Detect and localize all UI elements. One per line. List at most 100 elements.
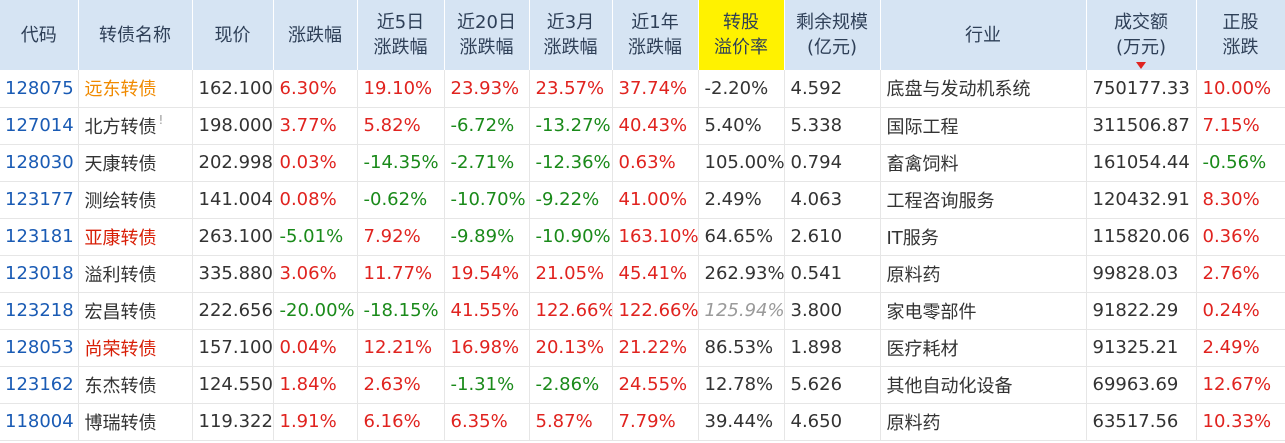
cell-chg20d: 41.55% — [444, 292, 530, 330]
cell-chg20d: -6.72% — [444, 107, 530, 145]
cell-code[interactable]: 128030 — [0, 144, 79, 182]
cell-price: 162.100 — [192, 70, 274, 108]
cell-code[interactable]: 123177 — [0, 181, 79, 219]
cell-code[interactable]: 123181 — [0, 218, 79, 256]
cell-chg1y: 163.10% — [612, 218, 699, 256]
column-header-chg20d[interactable]: 近20日 涨跌幅 — [444, 0, 530, 70]
cell-chg: 6.30% — [273, 70, 358, 108]
cell-name[interactable]: 测绘转债 — [78, 181, 193, 219]
cell-chg3m: 5.87% — [529, 403, 613, 441]
cell-name[interactable]: 亚康转债 — [78, 218, 193, 256]
table-row[interactable]: 118004 博瑞转债 119.322 1.91% 6.16% 6.35% 5.87% 7.7… — [0, 403, 1285, 441]
column-header-code[interactable]: 代码 — [0, 0, 79, 70]
cell-code[interactable]: 123162 — [0, 366, 79, 404]
table-row[interactable]: 128075 远东转债 162.100 6.30% 19.10% 23.93% 23.57%… — [0, 70, 1285, 108]
column-header-label: 转债名称 — [99, 24, 171, 46]
cell-remain: 3.800 — [784, 292, 881, 330]
cell-volume: 161054.44 — [1086, 144, 1197, 182]
cell-industry: 家电零部件 — [880, 292, 1087, 330]
column-header-label: 正股 — [1222, 12, 1259, 33]
cell-name[interactable]: 尚荣转债 — [78, 329, 193, 367]
cell-remain: 1.898 — [784, 329, 881, 367]
column-header-chg3m[interactable]: 近3月 涨跌幅 — [529, 0, 613, 70]
cell-name[interactable]: 东杰转债 — [78, 366, 193, 404]
column-header-price[interactable]: 现价 — [192, 0, 274, 70]
column-header-label: 成交额 — [1114, 12, 1168, 33]
cell-volume: 69963.69 — [1086, 366, 1197, 404]
cell-price: 335.880 — [192, 255, 274, 293]
cell-volume: 311506.87 — [1086, 107, 1197, 145]
cell-chg1y: 45.41% — [612, 255, 699, 293]
cell-industry: 原料药 — [880, 403, 1087, 441]
cell-remain: 4.063 — [784, 181, 881, 219]
table-row[interactable]: 123177 测绘转债 141.004 0.08% -0.62% -10.70% -9.22… — [0, 181, 1285, 219]
cell-chg: -20.00% — [273, 292, 358, 330]
cell-name[interactable]: 天康转债 — [78, 144, 193, 182]
column-header-label: 近1年 — [631, 12, 679, 33]
cell-code[interactable]: 128053 — [0, 329, 79, 367]
column-header-label: 涨跌幅 — [373, 37, 428, 58]
cell-code[interactable]: 123018 — [0, 255, 79, 293]
column-header-name[interactable]: 转债名称 — [78, 0, 193, 70]
cell-chg: 1.91% — [273, 403, 358, 441]
column-header-stock_chg[interactable]: 正股 涨跌 — [1196, 0, 1285, 70]
cell-chg3m: -12.36% — [529, 144, 613, 182]
table-row[interactable]: 127014 北方转债! 198.000 3.77% 5.82% -6.72% -13.27… — [0, 107, 1285, 145]
cell-volume: 750177.33 — [1086, 70, 1197, 108]
cell-industry: 国际工程 — [880, 107, 1087, 145]
column-header-industry[interactable]: 行业 — [880, 0, 1087, 70]
cell-chg1y: 37.74% — [612, 70, 699, 108]
column-header-label: 行业 — [965, 24, 1001, 46]
cell-volume: 99828.03 — [1086, 255, 1197, 293]
cell-chg3m: -2.86% — [529, 366, 613, 404]
cell-code[interactable]: 123218 — [0, 292, 79, 330]
table-row[interactable]: 123181 亚康转债 263.100 -5.01% 7.92% -9.89% -10.90… — [0, 218, 1285, 256]
table-row[interactable]: 123218 宏昌转债 222.656 -20.00% -18.15% 41.55% 122… — [0, 292, 1285, 330]
cell-chg20d: -2.71% — [444, 144, 530, 182]
column-header-remain[interactable]: 剩余规模 (亿元) — [784, 0, 881, 70]
cell-name[interactable]: 宏昌转债 — [78, 292, 193, 330]
cell-chg3m: -13.27% — [529, 107, 613, 145]
table-row[interactable]: 123162 东杰转债 124.550 1.84% 2.63% -1.31% -2.86% 2… — [0, 366, 1285, 404]
cell-price: 124.550 — [192, 366, 274, 404]
cell-remain: 2.610 — [784, 218, 881, 256]
cell-premium: 12.78% — [698, 366, 785, 404]
column-header-label: 近20日 — [457, 12, 516, 33]
cell-chg5d: 6.16% — [357, 403, 445, 441]
name-mark-icon: ! — [158, 112, 164, 127]
cell-price: 222.656 — [192, 292, 274, 330]
cell-industry: 原料药 — [880, 255, 1087, 293]
cell-chg1y: 21.22% — [612, 329, 699, 367]
cell-chg1y: 0.63% — [612, 144, 699, 182]
cell-code[interactable]: 128075 — [0, 70, 79, 108]
cell-stock_chg: 7.15% — [1196, 107, 1285, 145]
column-header-premium[interactable]: 转股 溢价率 — [698, 0, 785, 70]
column-header-volume[interactable]: 成交额 (万元) — [1086, 0, 1197, 70]
column-header-label: (万元) — [1115, 37, 1167, 58]
cell-code[interactable]: 127014 — [0, 107, 79, 145]
cell-volume: 115820.06 — [1086, 218, 1197, 256]
table-row[interactable]: 128053 尚荣转债 157.100 0.04% 12.21% 16.98% 20.13%… — [0, 329, 1285, 367]
sort-desc-icon — [1136, 62, 1146, 69]
cell-name[interactable]: 北方转债! — [78, 107, 193, 145]
cell-name[interactable]: 博瑞转债 — [78, 403, 193, 441]
column-header-chg[interactable]: 涨跌幅 — [273, 0, 358, 70]
cell-chg20d: 19.54% — [444, 255, 530, 293]
column-header-label: 剩余规模 — [796, 12, 868, 33]
cell-name[interactable]: 溢利转债 — [78, 255, 193, 293]
cell-chg5d: -18.15% — [357, 292, 445, 330]
column-header-chg1y[interactable]: 近1年 涨跌幅 — [612, 0, 699, 70]
table-row[interactable]: 128030 天康转债 202.998 0.03% -14.35% -2.71% -12.3… — [0, 144, 1285, 182]
cell-name[interactable]: 远东转债 — [78, 70, 193, 108]
cell-industry: 其他自动化设备 — [880, 366, 1087, 404]
column-header-chg5d[interactable]: 近5日 涨跌幅 — [357, 0, 445, 70]
cell-code[interactable]: 118004 — [0, 403, 79, 441]
cell-chg20d: -9.89% — [444, 218, 530, 256]
cell-industry: 畜禽饲料 — [880, 144, 1087, 182]
cell-chg5d: -14.35% — [357, 144, 445, 182]
table-row[interactable]: 123018 溢利转债 335.880 3.06% 11.77% 19.54% 21.05%… — [0, 255, 1285, 293]
cell-industry: 底盘与发动机系统 — [880, 70, 1087, 108]
cell-chg3m: 122.66% — [529, 292, 613, 330]
cell-remain: 5.338 — [784, 107, 881, 145]
